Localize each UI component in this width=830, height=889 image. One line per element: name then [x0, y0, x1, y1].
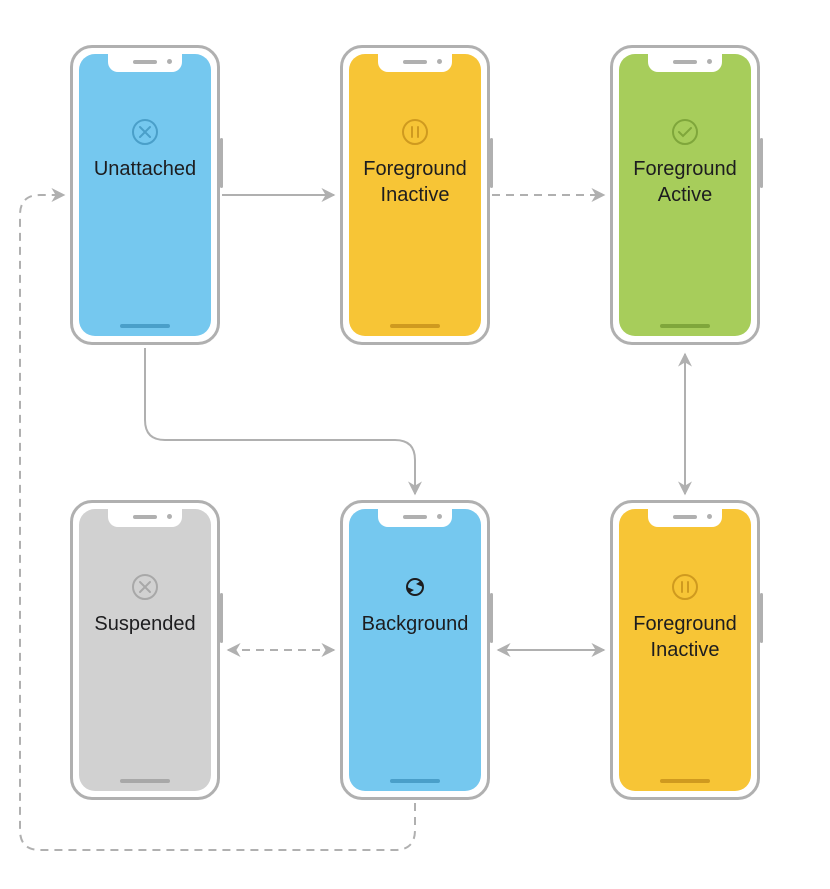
- pause-circle-icon: [613, 573, 757, 606]
- state-fg_inactive_bottom: ForegroundInactive: [610, 500, 760, 800]
- state-fg_active: ForegroundActive: [610, 45, 760, 345]
- state-label: Suspended: [73, 611, 217, 637]
- pause-circle-icon: [343, 118, 487, 151]
- state-suspended: Suspended: [70, 500, 220, 800]
- lifecycle-diagram: Unattached ForegroundInactive ForegroundAc…: [0, 0, 830, 889]
- state-label: ForegroundInactive: [343, 156, 487, 208]
- state-label: ForegroundInactive: [613, 611, 757, 663]
- check-circle-icon: [613, 118, 757, 151]
- state-background: Background: [340, 500, 490, 800]
- x-circle-icon: [73, 118, 217, 151]
- x-circle-icon: [73, 573, 217, 606]
- state-label: Unattached: [73, 156, 217, 182]
- refresh-icon: [343, 573, 487, 606]
- state-label: Background: [343, 611, 487, 637]
- state-unattached: Unattached: [70, 45, 220, 345]
- edge-unattached-background: [145, 348, 415, 494]
- state-fg_inactive_top: ForegroundInactive: [340, 45, 490, 345]
- state-label: ForegroundActive: [613, 156, 757, 208]
